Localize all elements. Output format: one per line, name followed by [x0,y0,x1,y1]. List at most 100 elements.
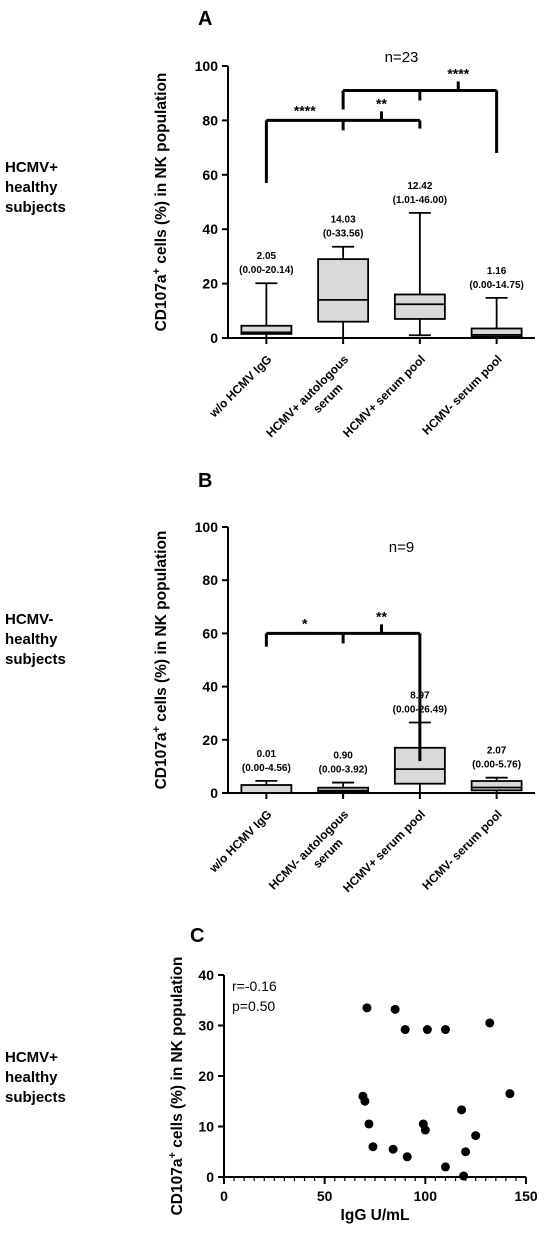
panel-a-y-axis-title: CD107a+ cells (%) in NK population [151,73,170,332]
panel-b-annotation-median: 0.01 [257,749,277,760]
panel-a-category-label: HCMV- serum pool [419,352,504,437]
panel-a-annotation-median: 12.42 [407,181,432,192]
panel-a-box [393,293,446,320]
panel-b-category-label: HCMV+ serum pool [340,807,428,895]
panel-b-category-label-line: w/o HCMV IgG [206,807,275,876]
panel-c-y-axis-title: CD107a+ cells (%) in NK population [167,957,186,1216]
panel-a-annotation-median: 2.05 [257,251,277,262]
panel-c-data-point [459,1171,469,1181]
panel-c-data-point [457,1105,467,1115]
panel-a-annotation-median: 1.16 [487,266,507,277]
panel-c-data-point [402,1152,412,1162]
panel-b-y-tick-label: 100 [195,519,219,535]
panel-b-annotation-range: (0.00-4.56) [242,763,291,774]
panel-b-y-tick-label: 20 [202,732,218,748]
panel-a-group-label-line: subjects [5,199,66,216]
panel-c-data-point [440,1025,450,1035]
panel-b-category-label: HCMV- serum pool [419,807,504,892]
panel-a-y-tick-label: 60 [202,167,218,183]
panel-a-annotation-median: 14.03 [331,215,356,226]
panel-b-annotation-range: (0.00-3.92) [319,765,368,776]
panel-b-y-title-main: CD107a [153,732,170,789]
panel-b-annotation-median: 2.07 [487,746,507,757]
panel-b-category-label: w/o HCMV IgG [206,807,275,876]
panel-b-y-title-superscript: + [151,726,163,732]
panel-a-annotation-range: (0.00-14.75) [469,280,523,291]
panel-a-y-tick-label: 20 [202,276,218,292]
panel-c-x-tick-label: 100 [414,1188,438,1204]
panel-c-data-point [420,1125,430,1135]
panel-a-letter: A [198,8,212,30]
panel-a-category-label-line: w/o HCMV IgG [206,352,275,421]
panel-a-category-label: w/o HCMV IgG [206,352,275,421]
panel-a-box [317,258,370,323]
panel-b-box [240,784,293,794]
panel-c-x-tick-label: 0 [220,1188,228,1204]
panel-c-x-axis-title: IgG U/mL [341,1207,410,1224]
panel-b-n-label: n=9 [389,539,414,556]
panel-a-y-title-superscript: + [151,268,163,274]
panel-a-significance-label: **** [447,65,469,81]
panel-c-data-point [388,1144,398,1154]
panel-c-x-tick-label: 50 [317,1188,333,1204]
panel-a-y-tick-label: 80 [202,112,218,128]
panel-a-y-tick-label: 100 [195,58,219,74]
panel-b-category-label-line: HCMV- serum pool [419,807,504,892]
panel-c-data-point [461,1147,471,1157]
panel-a-category-label-line: HCMV+ serum pool [340,352,428,440]
panel-c-data-point [440,1162,450,1172]
panel-c-data-point [485,1018,495,1028]
panel-a-group-label-line: HCMV+ [5,159,58,176]
panel-b-y-tick-label: 60 [202,625,218,641]
panel-a-y-tick-label: 40 [202,221,218,237]
panel-c-y-tick-label: 40 [198,967,214,983]
panel-a-category-label: HCMV+ serum pool [340,352,428,440]
panel-c-y-title-main: CD107a [169,1158,186,1215]
panel-a-significance-label: ** [376,95,387,111]
panel-c-group-label-line: HCMV+ [5,1049,58,1066]
panel-c-letter: C [190,925,204,947]
panel-c-data-point [505,1089,515,1099]
panel-c-y-title-rest: cells (%) in NK population [169,957,186,1152]
panel-c-stat-label: p=0.50 [232,998,275,1014]
panel-c-data-point [422,1025,432,1035]
panel-a-n-label: n=23 [385,49,419,66]
panel-b-box [470,780,523,792]
panel-c-stat-label: r=-0.16 [232,978,277,994]
panel-c-data-point [390,1004,400,1014]
panel-b-group-label-line: subjects [5,651,66,668]
panel-a-annotation-range: (0-33.56) [323,229,364,240]
panel-a-y-title-rest: cells (%) in NK population [153,73,170,268]
panel-a-box [240,324,293,335]
panel-c-y-tick-label: 10 [198,1119,214,1135]
panel-c-group-label-line: healthy [5,1069,58,1086]
panel-c-data-point [368,1142,378,1152]
panel-b-letter: B [198,470,212,492]
panel-c-data-point [362,1003,372,1013]
panel-b-y-tick-label: 0 [210,785,218,801]
panel-c-x-tick-label: 150 [514,1188,538,1204]
panel-a-y-title-main: CD107a [153,274,170,331]
panel-a-box [470,327,523,338]
panel-a-annotation-range: (0.00-20.14) [239,265,293,276]
panel-c-y-tick-label: 0 [206,1169,214,1185]
panel-b-category-label-line: HCMV+ serum pool [340,807,428,895]
panel-c-data-point [400,1025,410,1035]
panel-b-y-tick-label: 40 [202,679,218,695]
panel-a-group-label-line: healthy [5,179,58,196]
panel-c-data-point [360,1096,370,1106]
panel-a-category-label-line: HCMV- serum pool [419,352,504,437]
panel-b-y-tick-label: 80 [202,572,218,588]
panel-b-annotation-range: (0.00-5.76) [472,760,521,771]
panel-b-annotation-median: 0.90 [333,751,353,762]
panel-c-data-point [364,1119,374,1129]
panel-c-group-label-line: subjects [5,1089,66,1106]
panel-b-significance-label: ** [376,608,387,624]
panel-b-y-title-rest: cells (%) in NK population [153,531,170,726]
panel-b-y-axis-title: CD107a+ cells (%) in NK population [151,531,170,790]
panel-a-annotation-range: (1.01-46.00) [393,195,447,206]
panel-a-y-tick-label: 0 [210,330,218,346]
panel-a-significance-label: **** [294,102,316,118]
panel-b-group-label-line: HCMV- [5,611,53,628]
